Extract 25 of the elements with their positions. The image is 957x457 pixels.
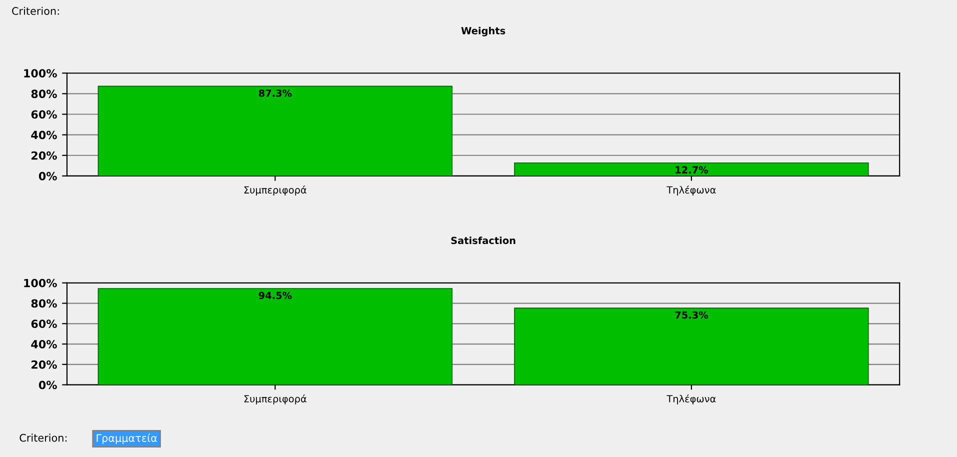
y-tick-label: 0%	[38, 380, 57, 390]
x-tick-label: Τηλέφωνα	[666, 186, 716, 196]
x-tick-label: Τηλέφωνα	[666, 394, 716, 404]
data-label: 12.7%	[676, 166, 708, 174]
text: Criterion:	[12, 6, 59, 15]
chart-title: Weights	[461, 26, 506, 36]
y-tick-label: 40%	[31, 130, 57, 140]
y-tick-label: 80%	[31, 90, 57, 98]
y-tick-label: 20%	[32, 360, 57, 369]
y-tick-label: 60%	[31, 110, 57, 119]
data-label: 75.3%	[675, 311, 708, 319]
y-tick-label: 100%	[24, 278, 57, 288]
y-tick-label: 20%	[32, 151, 57, 160]
y-tick-label: 100%	[24, 69, 57, 78]
text: Criterion:	[20, 434, 67, 442]
text: Γραμματεία	[96, 433, 157, 444]
chart-title: Satisfaction	[451, 236, 516, 244]
y-tick-label: 40%	[31, 340, 57, 348]
y-tick-label: 0%	[38, 172, 57, 180]
y-tick-label: 60%	[31, 320, 57, 328]
x-tick-label: Συμπεριφορά	[244, 186, 306, 196]
y-tick-label: 80%	[31, 299, 57, 308]
data-label: 94.5%	[258, 292, 292, 300]
x-tick-label: Συμπεριφορά	[244, 394, 306, 404]
data-label: 87.3%	[258, 89, 292, 97]
